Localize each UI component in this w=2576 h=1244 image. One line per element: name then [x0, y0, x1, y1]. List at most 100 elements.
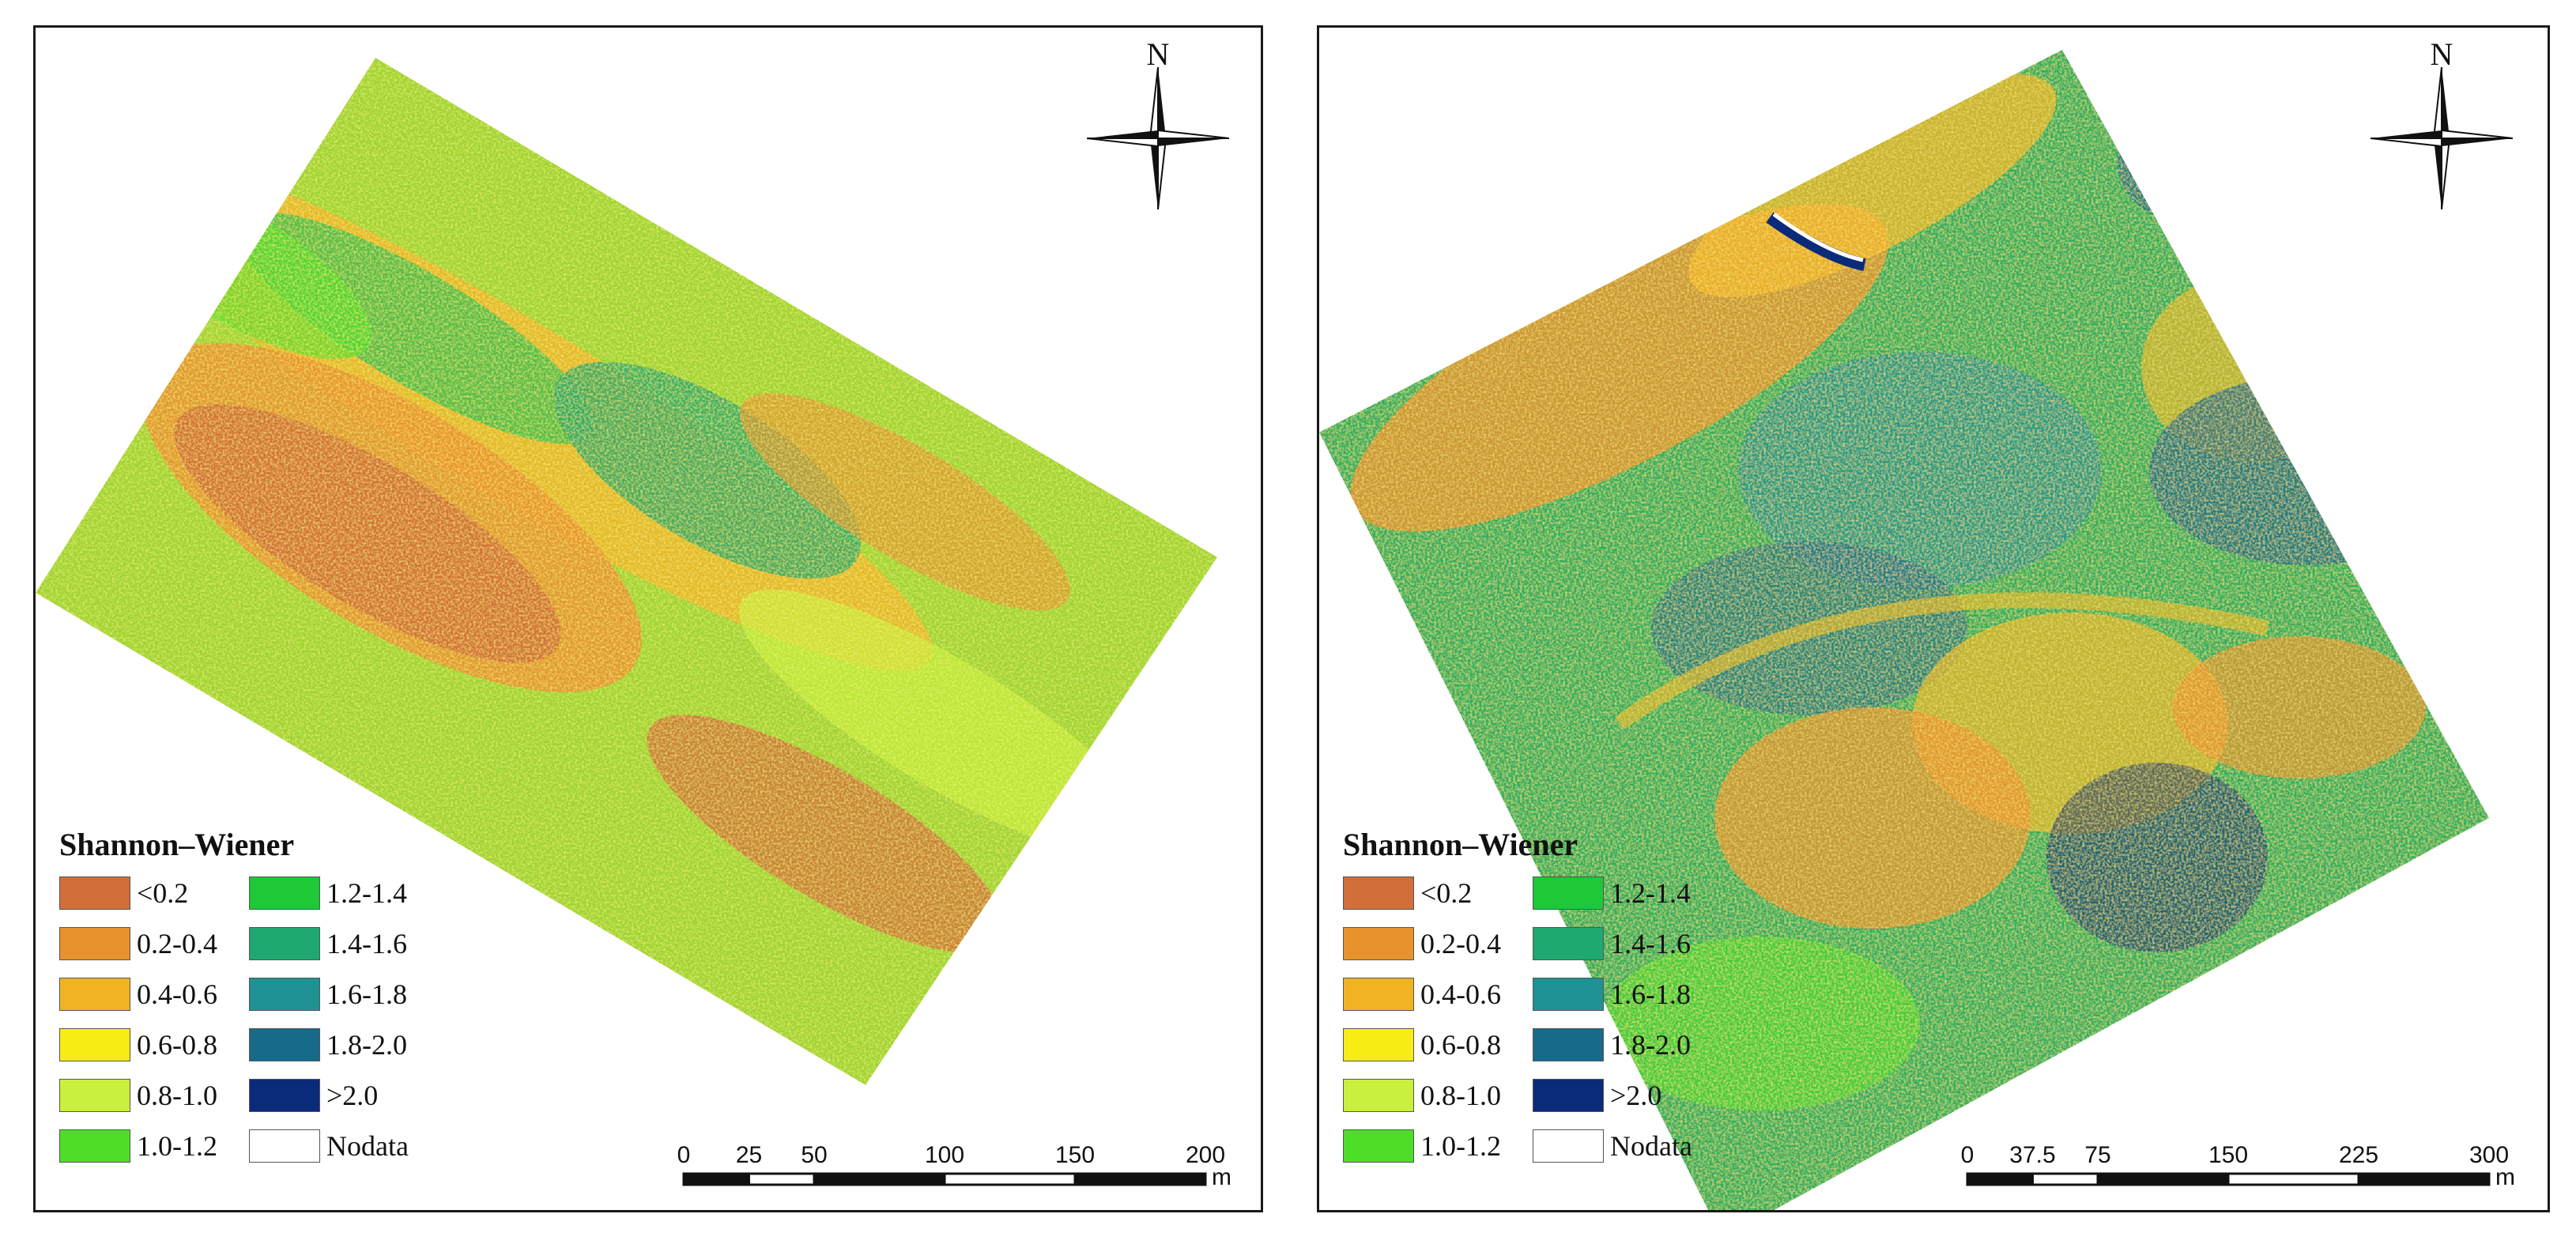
legend-item: >2.0 — [1533, 1076, 1722, 1114]
scale-tick-label: 75 — [2084, 1142, 2110, 1168]
legend-item: <0.2 — [1343, 874, 1533, 912]
legend-item: 1.4-1.6 — [249, 925, 439, 963]
legend-item: 1.8-2.0 — [249, 1026, 439, 1064]
compass-rose-icon — [2370, 67, 2513, 209]
legend-swatch — [59, 927, 130, 960]
legend-item: >2.0 — [249, 1076, 439, 1114]
legend-swatch — [1533, 876, 1604, 910]
legend-label: <0.2 — [137, 877, 189, 909]
legend-label: >2.0 — [326, 1080, 379, 1111]
map-panel-right: N Shannon–Wiener <0.2 1.2-1.4 0.2-0.4 1.4-1… — [1317, 25, 2550, 1212]
legend-label: 0.6-0.8 — [1420, 1029, 1501, 1061]
legend-item: 0.6-0.8 — [59, 1026, 249, 1064]
legend-title: Shannon–Wiener — [1343, 827, 1578, 862]
legend-label: 0.6-0.8 — [137, 1029, 217, 1061]
legend-swatch — [1533, 1028, 1604, 1061]
map-panel-left: N Shannon–Wiener <0.2 1.2-1.4 0.2-0.4 1.4-1… — [33, 25, 1263, 1212]
legend-swatch — [59, 876, 130, 910]
scale-tick-label: 0 — [677, 1142, 691, 1168]
legend-item: 1.0-1.2 — [1343, 1127, 1533, 1165]
legend-left: Shannon–Wiener <0.2 1.2-1.4 0.2-0.4 1.4-1.6… — [59, 826, 502, 1165]
legend-swatch — [249, 1079, 320, 1112]
legend-swatch — [249, 1028, 320, 1061]
legend-label: 1.0-1.2 — [137, 1130, 217, 1162]
legend-item: 0.4-0.6 — [1343, 975, 1533, 1013]
legend-label: 0.4-0.6 — [137, 978, 217, 1010]
legend-swatch — [249, 876, 320, 910]
legend-label: 1.2-1.4 — [326, 877, 407, 909]
scale-segment — [1966, 1172, 2034, 1186]
legend-swatch — [1533, 1079, 1604, 1112]
legend-item: 1.2-1.4 — [1533, 874, 1722, 912]
scale-segment — [943, 1172, 1077, 1186]
legend-label: <0.2 — [1420, 877, 1473, 909]
scale-tick-label: 150 — [1055, 1142, 1095, 1168]
legend-item: 1.4-1.6 — [1533, 925, 1722, 963]
legend-label: 1.8-2.0 — [1610, 1029, 1691, 1061]
legend-swatch — [1343, 1129, 1414, 1163]
north-label: N — [2430, 36, 2453, 72]
legend-label: Nodata — [1610, 1130, 1692, 1162]
legend-swatch — [1343, 978, 1414, 1011]
scale-segment — [748, 1172, 816, 1186]
legend-label: >2.0 — [1610, 1080, 1662, 1111]
legend-item: 1.6-1.8 — [249, 975, 439, 1013]
scale-unit: m — [1212, 1164, 1231, 1190]
north-label: N — [1146, 36, 1170, 72]
legend-swatch — [1343, 1028, 1414, 1061]
legend-swatch — [1533, 927, 1604, 960]
legend-swatch — [59, 978, 130, 1011]
scale-tick-label: 37.5 — [2009, 1142, 2055, 1168]
legend-items: <0.2 1.2-1.4 0.2-0.4 1.4-1.6 0.4-0.6 1.6-1.8 0… — [59, 874, 502, 1165]
legend-label: 0.2-0.4 — [137, 928, 217, 959]
scale-segment — [2096, 1172, 2230, 1186]
scale-tick-label: 300 — [2469, 1142, 2509, 1168]
legend-label: 0.8-1.0 — [1420, 1080, 1501, 1111]
scale-tick-label: 150 — [2208, 1142, 2248, 1168]
legend-item: 0.6-0.8 — [1343, 1026, 1533, 1064]
legend-label: 1.4-1.6 — [326, 928, 407, 959]
legend-swatch — [59, 1079, 130, 1112]
legend-label: 0.8-1.0 — [137, 1080, 217, 1111]
scale-bar-right: 0 37.5 75 150 225 300 m — [1952, 1134, 2521, 1197]
scale-tick-label: 100 — [925, 1142, 964, 1168]
scale-tick-label: 225 — [2339, 1142, 2378, 1168]
legend-label: 1.2-1.4 — [1610, 877, 1691, 909]
legend-item: 0.2-0.4 — [1343, 925, 1533, 963]
legend-swatch — [249, 978, 320, 1011]
legend-label: 0.4-0.6 — [1420, 978, 1501, 1010]
raster-map-right — [1319, 50, 2489, 1210]
scale-tick-label: 50 — [801, 1142, 827, 1168]
legend-item: 0.4-0.6 — [59, 975, 249, 1013]
legend-swatch — [1343, 927, 1414, 960]
legend-items: <0.2 1.2-1.4 0.2-0.4 1.4-1.6 0.4-0.6 1.6-1.8 0… — [1343, 874, 1786, 1165]
scale-unit: m — [2495, 1164, 2515, 1190]
legend-swatch — [249, 927, 320, 960]
scale-segment — [813, 1172, 946, 1186]
river-channel — [1766, 212, 1866, 271]
legend-label: Nodata — [326, 1130, 409, 1162]
scale-bar-left: 0 25 50 100 150 200 m — [668, 1134, 1237, 1197]
scale-segment — [2357, 1172, 2491, 1186]
legend-swatch — [59, 1129, 130, 1163]
legend-item: 0.2-0.4 — [59, 925, 249, 963]
legend-item: 1.6-1.8 — [1533, 975, 1722, 1013]
legend-label: 1.6-1.8 — [1610, 978, 1691, 1010]
legend-item: 1.0-1.2 — [59, 1127, 249, 1165]
scale-tick-label: 200 — [1186, 1142, 1225, 1168]
raster-map-left — [36, 58, 1217, 1085]
legend-swatch — [1533, 1129, 1604, 1163]
scale-segment — [1073, 1172, 1207, 1186]
legend-label: 1.6-1.8 — [326, 978, 407, 1010]
scale-tick-label: 0 — [1961, 1142, 1974, 1168]
legend-label: 1.4-1.6 — [1610, 928, 1691, 959]
legend-item: 0.8-1.0 — [59, 1076, 249, 1114]
legend-item: 1.8-2.0 — [1533, 1026, 1722, 1064]
legend-right: Shannon–Wiener <0.2 1.2-1.4 0.2-0.4 1.4-1.6… — [1343, 826, 1786, 1165]
north-arrow-right: N — [2363, 36, 2521, 217]
legend-swatch — [1343, 876, 1414, 910]
legend-swatch — [249, 1129, 320, 1163]
raster-cells-left — [36, 58, 1217, 1085]
